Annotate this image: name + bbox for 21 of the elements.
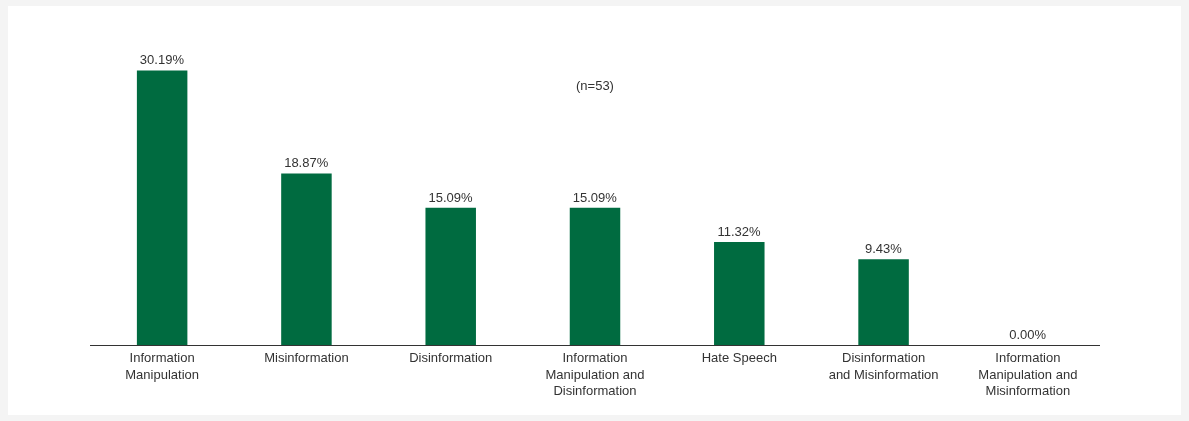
x-tick-label: Information Manipulation bbox=[125, 349, 199, 382]
data-label: 11.32% bbox=[717, 224, 762, 240]
annotation: (n=53) bbox=[576, 78, 614, 93]
x-tick-label: Disinformation and Misinformation bbox=[828, 349, 939, 382]
bar bbox=[569, 207, 621, 345]
x-tick-label: Information Manipulation and Disinformation bbox=[545, 349, 645, 399]
data-label: 9.43% bbox=[864, 241, 903, 257]
data-label: 15.09% bbox=[572, 189, 618, 205]
x-tick-label: Information Manipulation and Misinformation bbox=[978, 349, 1078, 399]
bar bbox=[425, 207, 476, 345]
x-tick-label: Hate Speech bbox=[701, 349, 777, 365]
x-tick-label: Misinformation bbox=[264, 349, 349, 365]
data-label: 30.19% bbox=[139, 52, 185, 68]
bar bbox=[136, 70, 188, 345]
x-tick-label: Disinformation bbox=[409, 349, 493, 365]
bar bbox=[858, 259, 909, 345]
data-label: 15.09% bbox=[428, 189, 473, 205]
bar bbox=[714, 242, 765, 345]
data-label: 0.00% bbox=[1009, 327, 1047, 342]
data-label: 18.87% bbox=[284, 155, 329, 171]
bar bbox=[281, 173, 332, 345]
